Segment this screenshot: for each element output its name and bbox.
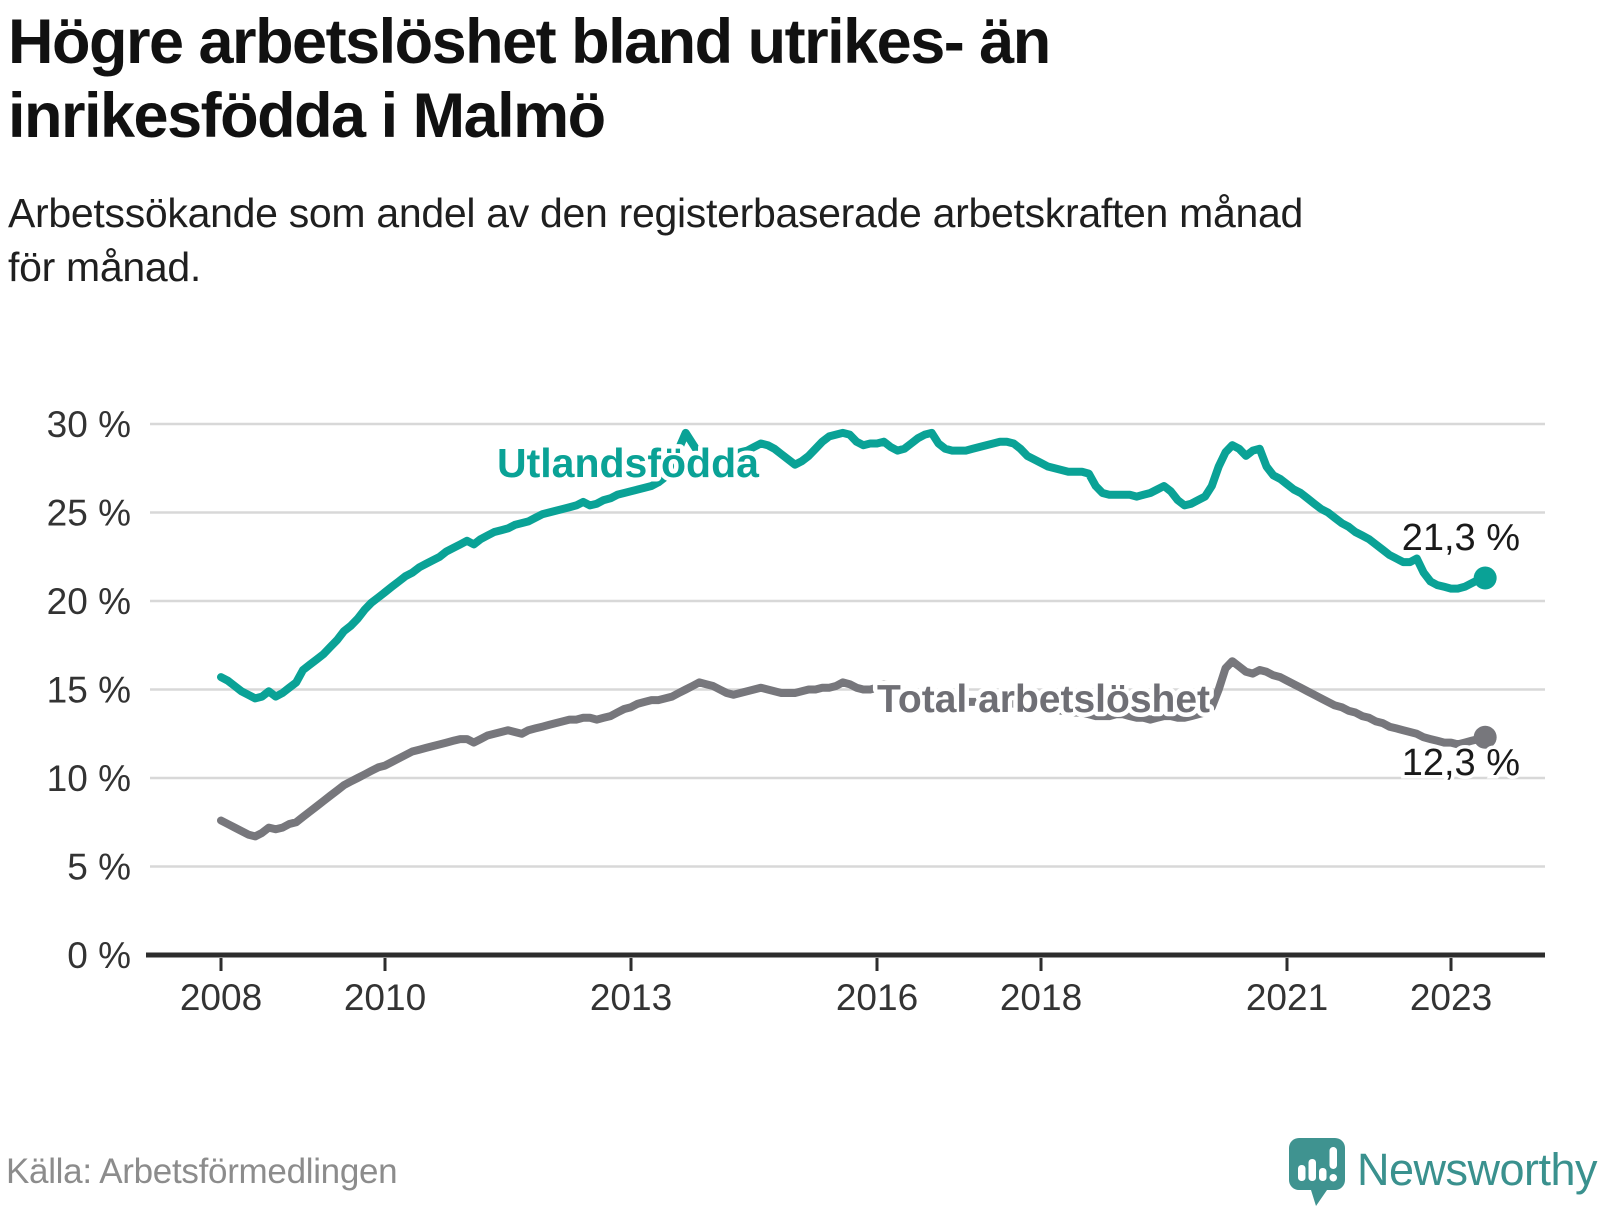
chart-title: Högre arbetslöshet bland utrikes- än inr…: [8, 6, 1408, 153]
series-line-total: [217, 657, 1490, 841]
y-axis-label-30: 30 %: [47, 404, 131, 445]
plot-area: 30 % 25 % 20 % 15 % 10 % 5 % 0 % 2008 2010 2013 20…: [47, 404, 1545, 1018]
series-label-total-arbetsloshet: Total arbetslöshet: [877, 678, 1210, 721]
y-axis-label-5: 5 %: [67, 847, 131, 888]
chart-subtitle-line-1: Arbetssökande som andel av den registerb…: [8, 190, 1303, 236]
newsworthy-logo-icon: [1289, 1138, 1345, 1206]
chart-subtitle: Arbetssökande som andel av den registerb…: [8, 186, 1568, 294]
y-axis-label-20: 20 %: [47, 581, 131, 622]
x-axis-label-2021: 2021: [1246, 977, 1328, 1018]
x-axis-label-2018: 2018: [1000, 977, 1082, 1018]
series-end-dot-utlandsfodda: [1473, 566, 1497, 590]
x-axis-label-2016: 2016: [836, 977, 918, 1018]
series-end-dot-total: [1473, 725, 1497, 749]
source-note: Källa: Arbetsförmedlingen: [6, 1152, 398, 1191]
end-value-label-utlandsfodda: 21,3 %: [1402, 517, 1520, 559]
x-axis-label-2010: 2010: [344, 977, 426, 1018]
series-line-utlandsfodda: [217, 428, 1490, 703]
y-axis-label-25: 25 %: [47, 493, 131, 534]
chart-subtitle-line-2: för månad.: [8, 244, 201, 291]
y-axis-label-10: 10 %: [47, 758, 131, 799]
x-axis-label-2023: 2023: [1410, 977, 1492, 1018]
series-label-utlandsfodda: Utlandsfödda: [497, 440, 760, 486]
line-chart: 30 % 25 % 20 % 15 % 10 % 5 % 0 % 2008 2010 2013 20…: [0, 380, 1600, 1080]
y-axis-label-15: 15 %: [47, 670, 131, 711]
x-axis-label-2008: 2008: [180, 977, 262, 1018]
newsworthy-logo: Newsworthy: [1289, 1136, 1598, 1206]
x-axis-label-2013: 2013: [590, 977, 672, 1018]
y-axis-label-0: 0 %: [67, 935, 131, 976]
chart-title-line-1: Högre arbetslöshet bland utrikes- än: [8, 7, 1051, 77]
chart-title-line-2: inrikesfödda i Malmö: [8, 80, 606, 151]
end-value-label-total: 12,3 %: [1402, 742, 1520, 784]
newsworthy-logo-text: Newsworthy: [1357, 1144, 1598, 1195]
